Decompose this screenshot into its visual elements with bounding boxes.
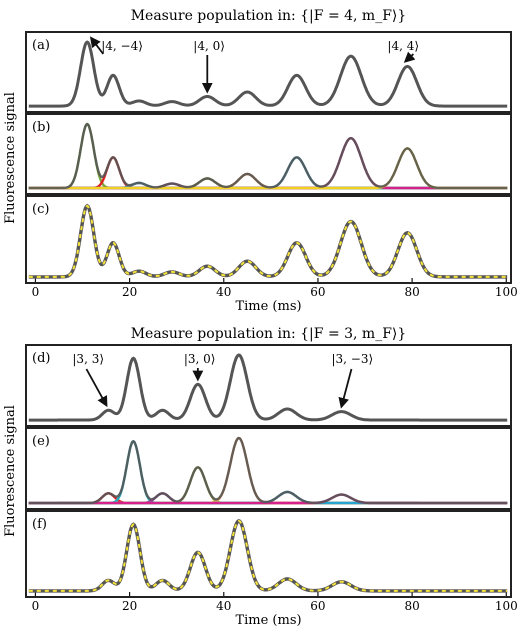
- x-tick-label: 40: [216, 285, 231, 299]
- panel-label: (a): [32, 38, 50, 53]
- x-tick-label: 60: [310, 285, 325, 299]
- x-axis-label: Time (ms): [235, 613, 301, 628]
- x-tick-label: 0: [32, 285, 40, 299]
- panel-e: (e): [25, 427, 512, 510]
- state-annotation: |4, 0⟩: [193, 39, 225, 53]
- state-annotation: |4, −4⟩: [101, 39, 143, 53]
- component-curve-1: [28, 122, 508, 190]
- x-tick-label: 100: [495, 599, 518, 613]
- panel-a: (a) |4, −4⟩ |4, 0⟩ |4, 4⟩: [25, 31, 512, 113]
- panel-d: (d) |3, 3⟩ |3, 0⟩ |3, −3⟩: [25, 344, 512, 427]
- x-tick-label: 20: [122, 285, 137, 299]
- x-axis-label: Time (ms): [235, 299, 301, 314]
- panel-frame: [25, 113, 512, 195]
- panel-f: (f): [25, 510, 512, 598]
- measured-signal-curve: [28, 40, 508, 108]
- measured-signal-curve: [28, 122, 508, 190]
- measured-signal-curve: [28, 353, 508, 422]
- panel-frame: [25, 344, 512, 427]
- y-axis-label: Fluorescence signal: [3, 92, 18, 224]
- panel-frame: [25, 427, 512, 510]
- component-curve-5: [28, 436, 508, 505]
- state-annotation: |3, 0⟩: [184, 352, 216, 366]
- annotation-arrow: [403, 51, 416, 63]
- component-curve-2: [28, 439, 508, 505]
- state-annotation: |3, 3⟩: [72, 352, 104, 366]
- chart-2: Measure population in: {|F = 3, m_F⟩} Flu…: [3, 326, 518, 628]
- state-annotation: |3, −3⟩: [331, 352, 373, 366]
- panel-label: (c): [32, 202, 49, 217]
- panel-label: (e): [32, 434, 50, 449]
- measured-signal-curve: [28, 203, 508, 279]
- panel-label: (f): [32, 517, 47, 532]
- annotation-arrow: [89, 36, 104, 55]
- x-tick-label: 80: [404, 599, 419, 613]
- panel-label: (d): [32, 351, 50, 366]
- x-tick-label: 40: [216, 599, 231, 613]
- fit-curve: [28, 519, 508, 592]
- panel-b: (b): [25, 113, 512, 195]
- x-tick-label: 60: [310, 599, 325, 613]
- annotation-arrow: [85, 368, 108, 408]
- chart-1: Measure population in: {|F = 4, m_F⟩} Flu…: [3, 8, 518, 314]
- chart-title: Measure population in: {|F = 4, m_F⟩}: [131, 8, 407, 24]
- panel-frame: [25, 195, 512, 284]
- annotation-arrow: [338, 368, 353, 409]
- x-tick-label: 100: [495, 285, 518, 299]
- state-annotation: |4, 4⟩: [387, 39, 419, 53]
- measured-signal-curve: [28, 436, 508, 505]
- fit-curve: [28, 204, 508, 278]
- x-tick-label: 0: [32, 599, 40, 613]
- panel-frame: [25, 31, 512, 113]
- panel-c: (c): [25, 195, 512, 284]
- x-tick-label: 20: [122, 599, 137, 613]
- measured-signal-curve: [28, 519, 508, 593]
- chart-title: Measure population in: {|F = 3, m_F⟩}: [131, 326, 407, 342]
- y-axis-label: Fluorescence signal: [3, 405, 18, 537]
- component-curve-2: [28, 156, 508, 190]
- panel-label: (b): [32, 120, 50, 135]
- x-tick-label: 80: [404, 285, 419, 299]
- panel-frame: [25, 510, 512, 598]
